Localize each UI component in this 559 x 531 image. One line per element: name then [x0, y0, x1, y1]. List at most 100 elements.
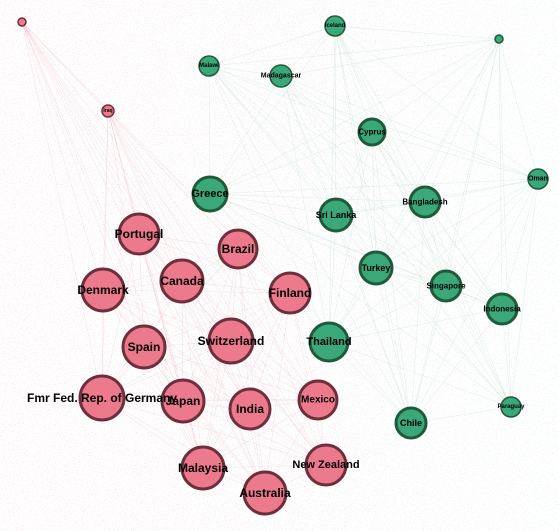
node-portugal[interactable] [117, 212, 161, 256]
node-thailand[interactable] [308, 321, 350, 363]
node-japan[interactable] [160, 378, 206, 424]
edge-malawi-bangladesh [208, 65, 426, 203]
edge-finland-malaysia [202, 292, 291, 469]
edge-cyprus-thailand [328, 131, 373, 343]
node-cyprus[interactable] [357, 117, 387, 147]
node-label-singapore: Singapore [426, 282, 466, 291]
edge-iraq-mexico [107, 110, 319, 401]
edge-paraguay-chile [410, 406, 512, 424]
edge-oman-turkey [375, 178, 539, 269]
node-label-spain: Spain [128, 340, 161, 354]
edge-portugal-japan [138, 233, 184, 402]
edge-madagascar-sri-lanka [280, 75, 337, 216]
node-canada[interactable] [159, 258, 205, 304]
edge-malawi-indonesia [208, 65, 503, 310]
node-chile[interactable] [394, 406, 428, 440]
node-mexico[interactable] [297, 379, 339, 421]
edge-japan-new-zealand [182, 400, 327, 466]
node-label-canada: Canada [160, 274, 204, 288]
edge-iceland-malawi [208, 25, 336, 67]
node-label-malawi: Malawi [199, 63, 219, 69]
node-madagascar[interactable] [269, 64, 293, 88]
edge-tiny-red-1-brazil [21, 21, 239, 250]
node-fmr-germany[interactable] [78, 374, 126, 422]
edge-fmr-germany-australia [101, 397, 266, 494]
edge-madagascar-greece [209, 75, 282, 195]
edge-madagascar-thailand [280, 75, 330, 343]
edge-iceland-madagascar [280, 25, 336, 77]
node-spain[interactable] [121, 324, 167, 370]
node-malawi[interactable] [198, 55, 220, 77]
node-switzerland[interactable] [207, 317, 255, 365]
edge-oman-indonesia [501, 178, 539, 310]
node-tiny-green-1[interactable] [494, 34, 504, 44]
node-bangladesh[interactable] [408, 185, 442, 219]
edge-thailand-paraguay [328, 341, 512, 408]
node-label-switzerland: Switzerland [198, 334, 265, 348]
edge-iraq-japan [107, 110, 184, 402]
edge-spain-australia [143, 346, 266, 494]
node-denmark[interactable] [80, 267, 126, 313]
edge-greece-bangladesh [209, 193, 426, 203]
edge-malawi-cyprus [208, 65, 373, 133]
edge-finland-spain [143, 292, 291, 348]
edge-greece-turkey [209, 193, 377, 269]
edge-malawi-singapore [208, 65, 447, 287]
edge-brazil-new-zealand [237, 248, 327, 466]
node-malaysia[interactable] [180, 445, 226, 491]
edge-tiny-green-1-bangladesh [424, 38, 500, 203]
node-singapore[interactable] [429, 269, 463, 303]
edge-fmr-germany-new-zealand [101, 397, 327, 466]
node-iceland[interactable] [324, 15, 346, 37]
node-label-new-zealand: New Zealand [292, 459, 359, 471]
node-indonesia[interactable] [485, 292, 519, 326]
node-greece[interactable] [191, 175, 229, 213]
node-label-bangladesh: Bangladesh [402, 198, 447, 207]
node-iraq[interactable] [101, 104, 115, 118]
edge-madagascar-singapore [280, 75, 447, 287]
edge-cyprus-greece [209, 131, 373, 195]
edge-portugal-india [138, 233, 251, 410]
edge-spain-mexico [143, 346, 319, 401]
node-label-japan: Japan [166, 394, 201, 408]
edge-tiny-green-1-malawi [208, 38, 500, 67]
edge-tiny-green-1-cyprus [371, 38, 500, 133]
node-label-australia: Australia [239, 486, 291, 500]
node-australia[interactable] [242, 470, 288, 516]
node-label-paraguay: Paraguay [497, 404, 525, 410]
node-brazil[interactable] [217, 228, 259, 270]
edge-madagascar-turkey [280, 75, 377, 269]
edge-tiny-red-1-iraq [21, 21, 109, 112]
node-sri-lanka[interactable] [318, 197, 354, 233]
edge-cyprus-oman [371, 131, 539, 180]
node-oman[interactable] [527, 168, 549, 190]
edge-madagascar-chile [280, 75, 412, 424]
edge-turkey-paraguay [375, 267, 512, 408]
edge-denmark-india [102, 289, 251, 410]
edge-tiny-green-1-chile [410, 38, 500, 424]
node-paraguay[interactable] [500, 396, 522, 418]
edge-tiny-red-1-mexico [21, 21, 319, 401]
node-new-zealand[interactable] [304, 443, 348, 487]
edge-madagascar-oman [280, 75, 539, 180]
edge-malawi-madagascar [208, 65, 282, 77]
node-turkey[interactable] [358, 250, 394, 286]
edge-brazil-mexico [237, 248, 319, 401]
node-label-oman: Oman [528, 176, 548, 183]
node-finland[interactable] [268, 271, 312, 315]
edge-iceland-greece [209, 25, 336, 195]
edge-iceland-cyprus [334, 25, 373, 133]
node-tiny-red-1[interactable] [17, 17, 27, 27]
edge-indonesia-chile [410, 308, 503, 424]
node-label-thailand: Thailand [306, 336, 351, 348]
edge-malawi-paraguay [208, 65, 512, 408]
edge-cyprus-turkey [371, 131, 377, 269]
node-label-mexico: Mexico [301, 395, 335, 406]
edge-iraq-denmark [102, 110, 109, 291]
node-india[interactable] [228, 387, 272, 431]
edge-sri-lanka-thailand [328, 214, 337, 343]
edge-finland-australia [264, 292, 291, 494]
node-label-cyprus: Cyprus [358, 128, 386, 137]
edge-cyprus-indonesia [371, 131, 503, 310]
edge-tiny-green-1-madagascar [280, 38, 500, 77]
